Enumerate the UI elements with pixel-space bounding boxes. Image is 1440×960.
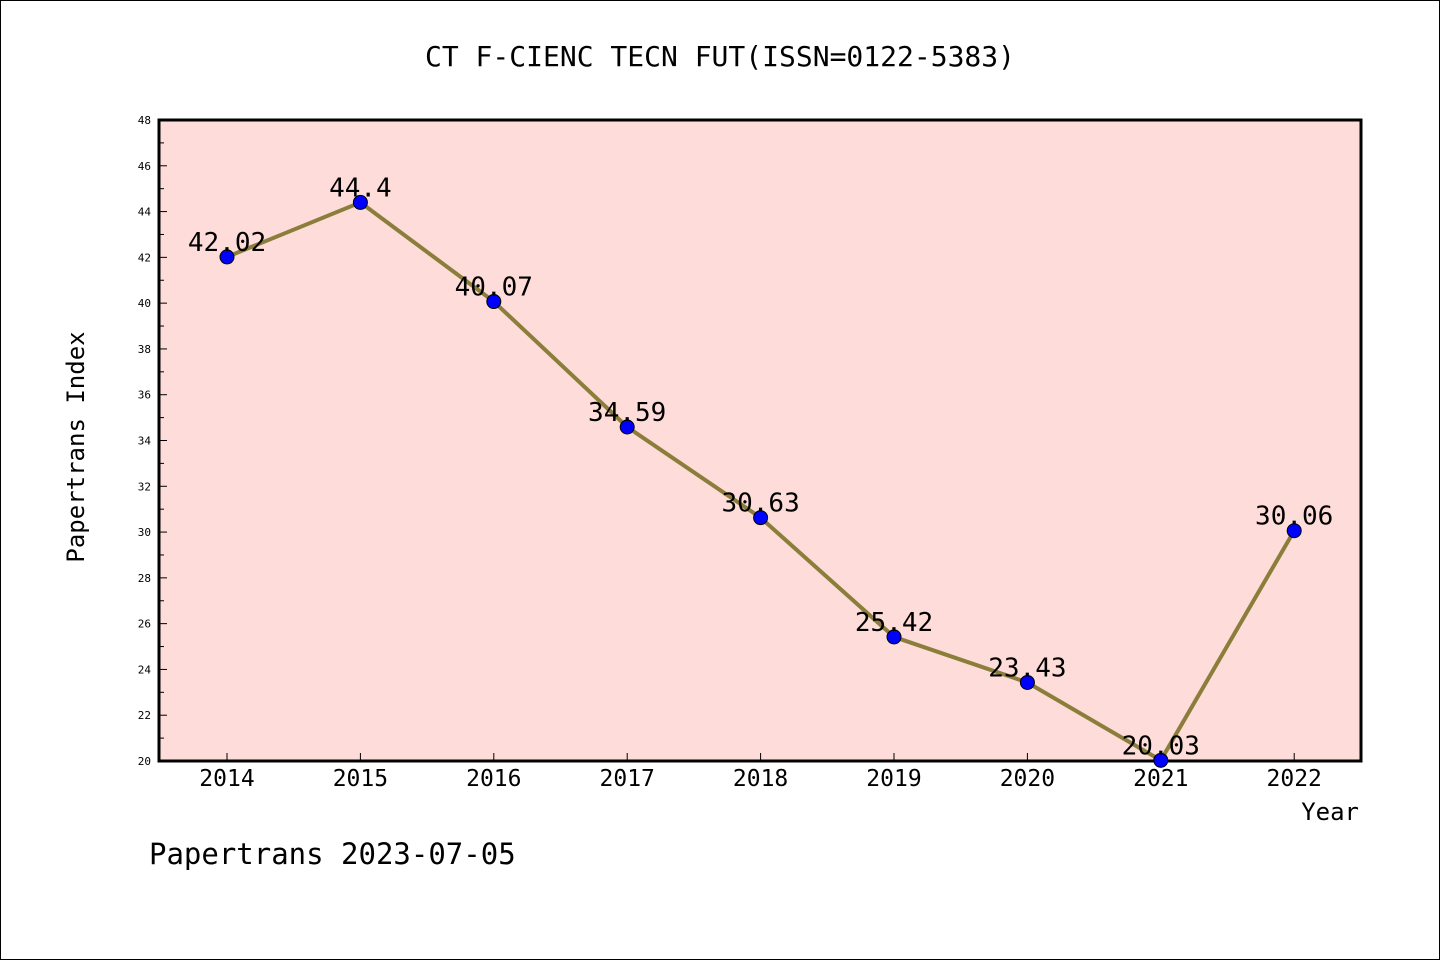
data-label: 25.42 (855, 608, 933, 638)
data-label: 23.43 (988, 653, 1066, 683)
x-tick-label: 2021 (1133, 766, 1188, 792)
y-tick-label: 30 (138, 526, 151, 539)
x-tick-label: 2020 (1000, 766, 1055, 792)
data-label: 30.06 (1255, 502, 1333, 532)
data-point (753, 510, 769, 526)
y-axis-label: Papertrans Index (62, 331, 90, 562)
x-tick-label: 2016 (466, 766, 521, 792)
x-tick-label: 2014 (199, 766, 254, 792)
chart-title: CT F-CIENC TECN FUT(ISSN=0122-5383) (425, 40, 1015, 73)
y-tick-label: 42 (138, 251, 151, 264)
x-tick-label: 2017 (600, 766, 655, 792)
data-point (886, 629, 902, 645)
data-point (1153, 752, 1169, 768)
y-tick-label: 32 (138, 480, 151, 493)
y-tick-label: 48 (138, 114, 151, 127)
y-tick-label: 36 (138, 389, 151, 402)
marker-group (219, 194, 1302, 768)
footer-text: Papertrans 2023-07-05 (149, 837, 516, 871)
y-axis: 20 22 24 26 28 30 32 34 36 38 40 42 44 46 48 (138, 114, 167, 768)
x-tick-label: 2015 (333, 766, 388, 792)
y-tick-label: 34 (138, 435, 152, 448)
data-label: 40.07 (455, 273, 533, 303)
data-label: 20.03 (1122, 731, 1200, 761)
data-point (219, 249, 235, 265)
y-tick-label: 28 (138, 572, 151, 585)
x-tick-label: 2022 (1267, 766, 1322, 792)
data-label: 34.59 (588, 398, 666, 428)
data-label: 44.4 (329, 173, 392, 203)
data-point (486, 294, 502, 310)
data-label: 42.02 (188, 228, 266, 258)
data-point (1286, 523, 1302, 539)
x-axis-label: Year (1301, 798, 1359, 826)
plot-area (157, 118, 1363, 763)
data-point (1019, 674, 1035, 690)
x-tick-label: 2019 (866, 766, 921, 792)
y-tick-label: 20 (138, 755, 151, 768)
y-tick-label: 46 (138, 160, 151, 173)
data-label: 30.63 (721, 489, 799, 519)
x-axis: 2014 2015 2016 2017 2018 2019 2020 2021 2022 (199, 753, 1322, 792)
y-tick-label: 44 (138, 206, 152, 219)
y-tick-label: 38 (138, 343, 151, 356)
data-point (352, 194, 368, 210)
y-tick-label: 24 (138, 663, 152, 676)
y-tick-label: 26 (138, 618, 151, 631)
y-tick-label: 22 (138, 709, 151, 722)
data-label-group: 42.02 44.4 40.07 34.59 30.63 25.42 23.43 20.03 3… (188, 173, 1333, 761)
y-tick-label: 40 (138, 297, 151, 310)
data-point (619, 419, 635, 435)
x-tick-label: 2018 (733, 766, 788, 792)
